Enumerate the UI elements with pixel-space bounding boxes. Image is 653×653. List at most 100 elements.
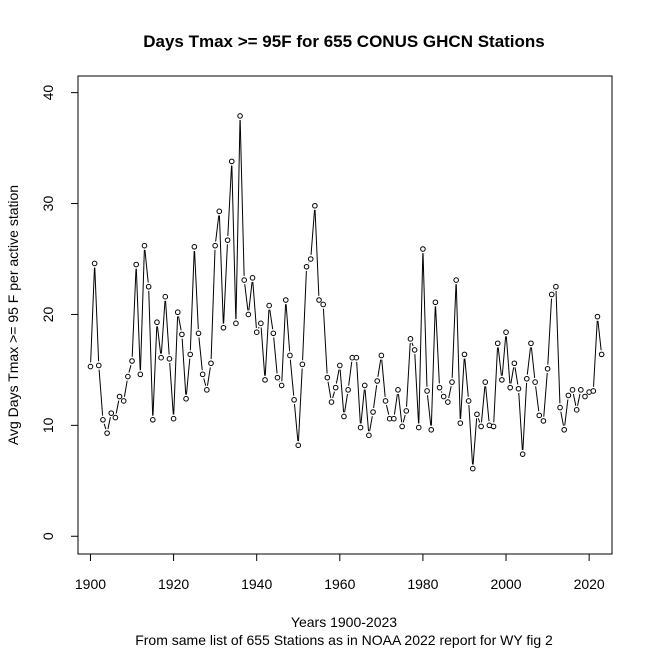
- series-segment: [385, 404, 390, 415]
- data-point: [125, 373, 131, 380]
- data-point: [274, 374, 281, 381]
- series-segment: [572, 393, 577, 406]
- series-segment: [260, 327, 266, 376]
- series-segment: [472, 418, 478, 465]
- data-point: [233, 320, 239, 327]
- data-point: [299, 361, 306, 368]
- series-segment: [547, 298, 553, 365]
- series-segment: [501, 336, 507, 376]
- series-segment: [543, 372, 548, 417]
- data-point: [204, 387, 210, 393]
- data-point: [578, 387, 584, 393]
- series-segment: [597, 320, 602, 351]
- data-point: [465, 398, 472, 404]
- data-point: [166, 356, 173, 362]
- series-segment: [593, 320, 598, 387]
- series-segment: [218, 215, 224, 324]
- data-point: [266, 302, 272, 309]
- x-tick-label: 2020: [574, 576, 605, 592]
- series-segment: [148, 290, 154, 416]
- y-tick-label: 20: [40, 306, 56, 322]
- series-line-group: [90, 120, 602, 465]
- data-point: [469, 465, 476, 472]
- y-tick-label: 0: [40, 532, 56, 540]
- data-point: [503, 329, 509, 335]
- series-segment: [381, 359, 386, 397]
- x-tick-label: 1980: [407, 576, 438, 592]
- data-point: [445, 399, 451, 405]
- data-point: [374, 378, 381, 384]
- series-segment: [285, 304, 291, 352]
- data-point: [158, 354, 164, 361]
- series-segment: [131, 268, 137, 357]
- series-segment: [264, 309, 270, 376]
- series-segment: [335, 369, 340, 384]
- series-segment: [302, 270, 307, 361]
- series-segment: [244, 284, 249, 311]
- series-segment: [348, 361, 353, 386]
- data-point: [100, 417, 106, 423]
- x-tick-label: 1920: [158, 576, 189, 592]
- data-point: [507, 384, 513, 391]
- series-segment: [181, 338, 187, 395]
- data-point: [241, 277, 248, 283]
- series-segment: [464, 358, 469, 397]
- series-segment: [530, 347, 536, 378]
- series-segment: [156, 326, 162, 354]
- series-segment: [393, 393, 398, 415]
- data-point: [112, 414, 119, 421]
- data-point: [511, 360, 518, 367]
- data-point: [154, 319, 160, 326]
- series-segment: [223, 244, 228, 324]
- data-point: [453, 277, 459, 283]
- series-segment: [377, 359, 382, 377]
- data-point: [262, 377, 268, 383]
- data-point: [108, 410, 115, 416]
- data-point: [245, 311, 252, 318]
- series-segment: [94, 267, 100, 362]
- data-point: [141, 242, 148, 249]
- data-point: [436, 384, 443, 391]
- series-segment: [422, 253, 428, 387]
- y-tick-label: 40: [40, 85, 56, 101]
- series-segment: [189, 250, 195, 351]
- data-point: [399, 423, 405, 430]
- series-segment: [128, 364, 132, 373]
- y-axis: 0 10 20 30 40: [40, 85, 79, 540]
- chart-subtitle: From same list of 655 Stations as in NOA…: [135, 632, 553, 648]
- series-segment: [258, 326, 260, 329]
- series-segment: [314, 209, 320, 296]
- data-point: [594, 313, 601, 320]
- data-point: [440, 393, 447, 400]
- series-segment: [451, 284, 457, 378]
- series-segment: [344, 393, 348, 413]
- series-segment: [560, 411, 564, 426]
- data-point: [494, 340, 501, 347]
- data-point: [449, 379, 455, 385]
- series-segment: [310, 209, 316, 255]
- data-point: [174, 309, 181, 316]
- data-point: [345, 387, 351, 393]
- data-point: [324, 374, 331, 381]
- data-point: [524, 375, 530, 382]
- series-segment: [115, 400, 120, 414]
- data-point: [528, 340, 534, 347]
- data-point: [544, 365, 551, 372]
- data-point: [320, 301, 326, 308]
- series-segment: [468, 405, 474, 465]
- series-segment: [493, 347, 499, 423]
- data-point: [582, 393, 588, 400]
- data-point: [87, 363, 94, 370]
- series-segment: [427, 395, 432, 426]
- series-segment: [577, 393, 581, 406]
- series-segment: [194, 250, 199, 330]
- data-point: [370, 409, 376, 415]
- data-point: [328, 399, 335, 405]
- data-point: [183, 395, 189, 402]
- x-axis: 1900 1920 1940 1960 1980 2000 2020: [75, 553, 605, 592]
- data-point: [461, 351, 468, 358]
- series-segment: [522, 382, 528, 451]
- data-point: [557, 404, 563, 411]
- series-segment: [564, 399, 569, 426]
